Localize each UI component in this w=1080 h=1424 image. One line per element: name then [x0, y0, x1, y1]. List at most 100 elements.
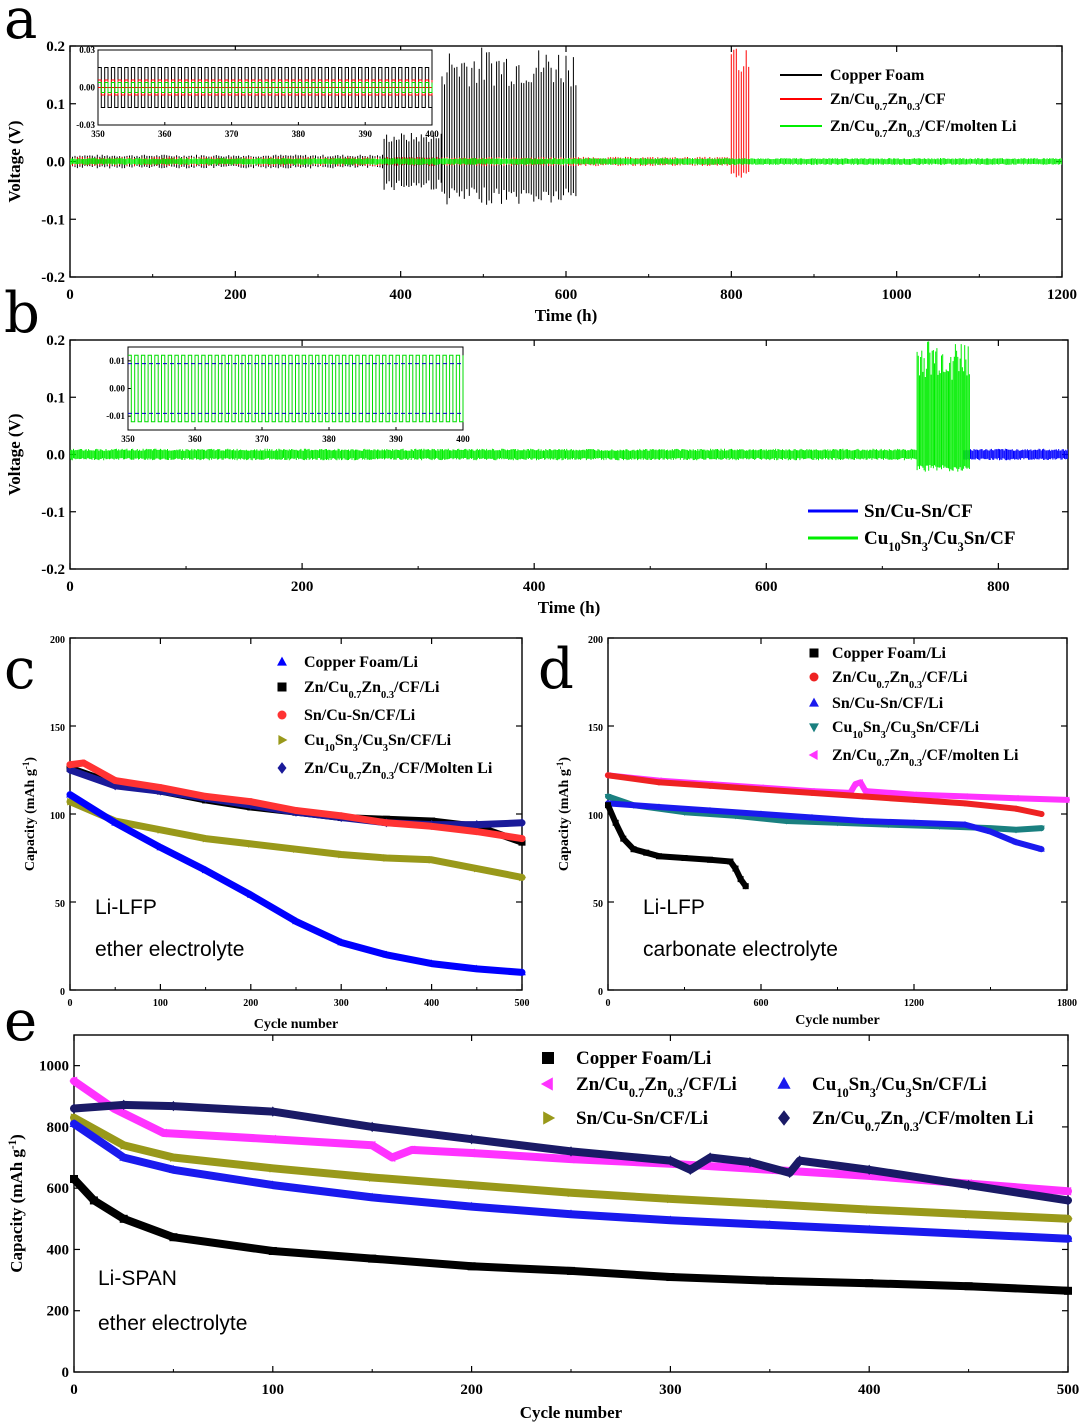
y-tick-label: 0.2: [46, 39, 65, 55]
legend-label: Copper Foam/Li: [832, 645, 946, 662]
y-axis-label: Capacity (mAh g-1): [555, 757, 572, 871]
x-tick-label: 100: [262, 1382, 285, 1398]
copper-foam-li-e-point: [119, 1214, 128, 1223]
x-tick-label: 0: [68, 998, 73, 1009]
sn-cu-sn-cf-li-d-point: [808, 813, 816, 820]
x-tick-label: 200: [224, 287, 247, 303]
legend-label: Zn/Cu0.7Zn0.3/CF/molten Li: [812, 1108, 1033, 1134]
cu10sn3-cu3sn-cf-li-point: [67, 797, 75, 806]
x-tick-label: 600: [754, 998, 769, 1009]
inset-y-tick-label: 0.01: [109, 356, 125, 366]
legend-marker: [277, 682, 287, 692]
zn-cu0-7zn0-3-cf-li-e-point: [158, 1128, 167, 1138]
y-tick-label: 800: [47, 1120, 70, 1136]
copper-foam-li-d-point: [681, 855, 688, 861]
x-tick-label: 1800: [1057, 998, 1077, 1009]
cu10sn3-cu3sn-cf-li-e-point: [169, 1165, 178, 1173]
chart-panel-b: 0 200 400 600 800 -0.2 -0.1 0.0 0.1 0.2 Time (h) Vo…: [5, 333, 1069, 617]
y-tick-label: -0.2: [41, 270, 65, 286]
legend-label: Cu10Sn3/Cu3Sn/CF/Li: [812, 1074, 987, 1100]
copper-foam-li-d-point: [630, 846, 637, 853]
zn-cu0-7zn0-3-cf-molten-li-e-point: [119, 1099, 128, 1111]
sn-cu-sn-cf-li-d-point: [1038, 845, 1045, 852]
sn-cu-sn-cf-li-d-point: [910, 819, 918, 826]
zn-cu0-7zn0-3-cf-molten-li-e-point: [865, 1164, 874, 1175]
sn-cu-sn-cf-li-point: [156, 784, 164, 792]
legend-a: Copper Foam Zn/Cu0.7Zn0.3/CF Zn/Cu0.7Zn0.3…: [780, 67, 1017, 140]
legend-label: Sn/Cu-Sn/CF/Li: [832, 695, 944, 712]
cu10sn3-cu3sn-cf-li-e-point: [864, 1224, 874, 1233]
legend-label: Copper Foam/Li: [304, 654, 418, 671]
zn-cu0-7zn0-3-cf-li-e-point: [387, 1153, 396, 1162]
legend-label: Zn/Cu0.7Zn0.3/CF/molten Li: [830, 118, 1017, 140]
cu10sn3-cu3sn-cf-li-e-point: [964, 1229, 973, 1238]
y-tick-label: 0.0: [46, 155, 65, 171]
legend-marker: [278, 735, 288, 745]
legend-marker: [809, 648, 819, 658]
x-tick-label: 0: [66, 579, 74, 595]
zn-cu0-7zn0-3-cf-li-e-point: [367, 1140, 376, 1150]
copper-foam-li-e-point: [467, 1262, 476, 1271]
y-tick-label: 0: [598, 987, 603, 998]
y-tick-label: 0.1: [46, 390, 65, 406]
copper-foam-li-e-point: [567, 1266, 575, 1275]
cu10sn3-cu3sn-cf-li-point: [428, 855, 436, 864]
zn-cu0-7zn0-3-cf-molten-li-e-point: [169, 1100, 178, 1112]
y-tick-label: 600: [47, 1181, 70, 1197]
x-tick-label: 200: [291, 579, 314, 595]
legend-c: Copper Foam/Li Zn/Cu0.7Zn0.3/CF/Li Sn/Cu-S…: [277, 654, 493, 782]
inset-x-tick-label: 380: [322, 434, 336, 444]
y-tick-label: 0: [62, 1365, 70, 1381]
x-tick-label: 400: [523, 579, 546, 595]
legend-marker: [809, 723, 819, 733]
x-tick-label: 400: [424, 998, 439, 1009]
sn-cu-sn-cf-li-d-point: [987, 828, 994, 834]
y-tick-label: 0: [60, 987, 65, 998]
copper-foam-li-point: [518, 968, 526, 976]
legend-marker: [277, 762, 287, 774]
legend-e: Copper Foam/Li Zn/Cu0.7Zn0.3/CF/Li Cu10Sn3…: [540, 1048, 1033, 1134]
copper-foam-li-e-point: [70, 1174, 78, 1183]
zn-cu0-7zn0-3-cf-molten-li-point: [66, 765, 74, 775]
zn-cu0-7zn0-3-cf-li-d-curve: [605, 772, 1045, 817]
y-tick-label: 50: [593, 899, 603, 910]
legend-d: Copper Foam/Li Zn/Cu0.7Zn0.3/CF/Li Sn/Cu-S…: [808, 645, 1019, 769]
panel-letter-e: e: [4, 989, 37, 1054]
annotation-line-2: ether electrolyte: [95, 938, 244, 961]
y-tick-label: 50: [55, 899, 65, 910]
annotation-line-1: Li-SPAN: [98, 1267, 177, 1290]
cu10sn3-cu3sn-cf-li-e-curve: [70, 1119, 1072, 1243]
sn-cu-sn-cf-li-d-point: [859, 817, 867, 824]
zn-cu0-7zn0-3-cf-molten-li-point: [473, 820, 481, 830]
zn-cu0-7zn0-3-cf-molten-li-d-point: [961, 793, 968, 800]
zn-cu0-7zn0-3-cf-molten-li-e-point: [666, 1155, 675, 1166]
sn-cu-sn-cf-li-e-curve: [70, 1113, 1072, 1223]
x-tick-label: 0: [606, 998, 611, 1009]
sn-cu-sn-cf-li-d-point: [655, 803, 663, 810]
sn-cu-sn-cf-li-point: [473, 828, 481, 836]
zn-cu0-7zn0-3-cf-molten-li-e-point: [686, 1164, 695, 1175]
cu10sn3-cu3sn-cf-li-point: [202, 834, 210, 843]
chart-panel-d: 0 600 1200 1800 0 50 100 150 200 Cycle number Capa…: [555, 635, 1077, 1028]
legend-label: Zn/Cu0.7Zn0.3/CF/Molten Li: [304, 760, 493, 782]
zn-cu0-7zn0-3-cf-molten-li-e-point: [467, 1133, 476, 1145]
sn-cu-sn-cf-li-point: [518, 835, 526, 843]
copper-foam-li-d-point: [605, 802, 611, 809]
panel-letter-c: c: [4, 637, 35, 702]
sn-cu-sn-cf-li-d-point: [757, 810, 765, 817]
inset-x-tick-label: 360: [158, 129, 172, 139]
cu10sn3-cu3sn-cf-li-point: [293, 845, 301, 854]
zn-cu0-7zn0-3-cf-molten-li-e-point: [70, 1103, 78, 1114]
legend-marker: [543, 1111, 556, 1125]
copper-foam-li-d-point: [732, 865, 739, 872]
annotation-line-2: ether electrolyte: [98, 1312, 247, 1335]
zn-cu0-7zn0-3-cf-li-d-point: [656, 779, 662, 786]
copper-foam-li-e-point: [765, 1276, 774, 1285]
copper-foam-li-point: [246, 890, 255, 898]
annotation-line-1: Li-LFP: [643, 896, 705, 919]
sn-cu-sn-cf-li-e-point: [567, 1188, 576, 1198]
sn-cu-sn-cf-li-point: [202, 792, 210, 800]
y-tick-label: 200: [50, 635, 65, 646]
sn-cu-sn-cf-li-point: [66, 761, 74, 769]
zn-cu0-7zn0-3-cf-molten-li-e-point: [785, 1167, 794, 1179]
